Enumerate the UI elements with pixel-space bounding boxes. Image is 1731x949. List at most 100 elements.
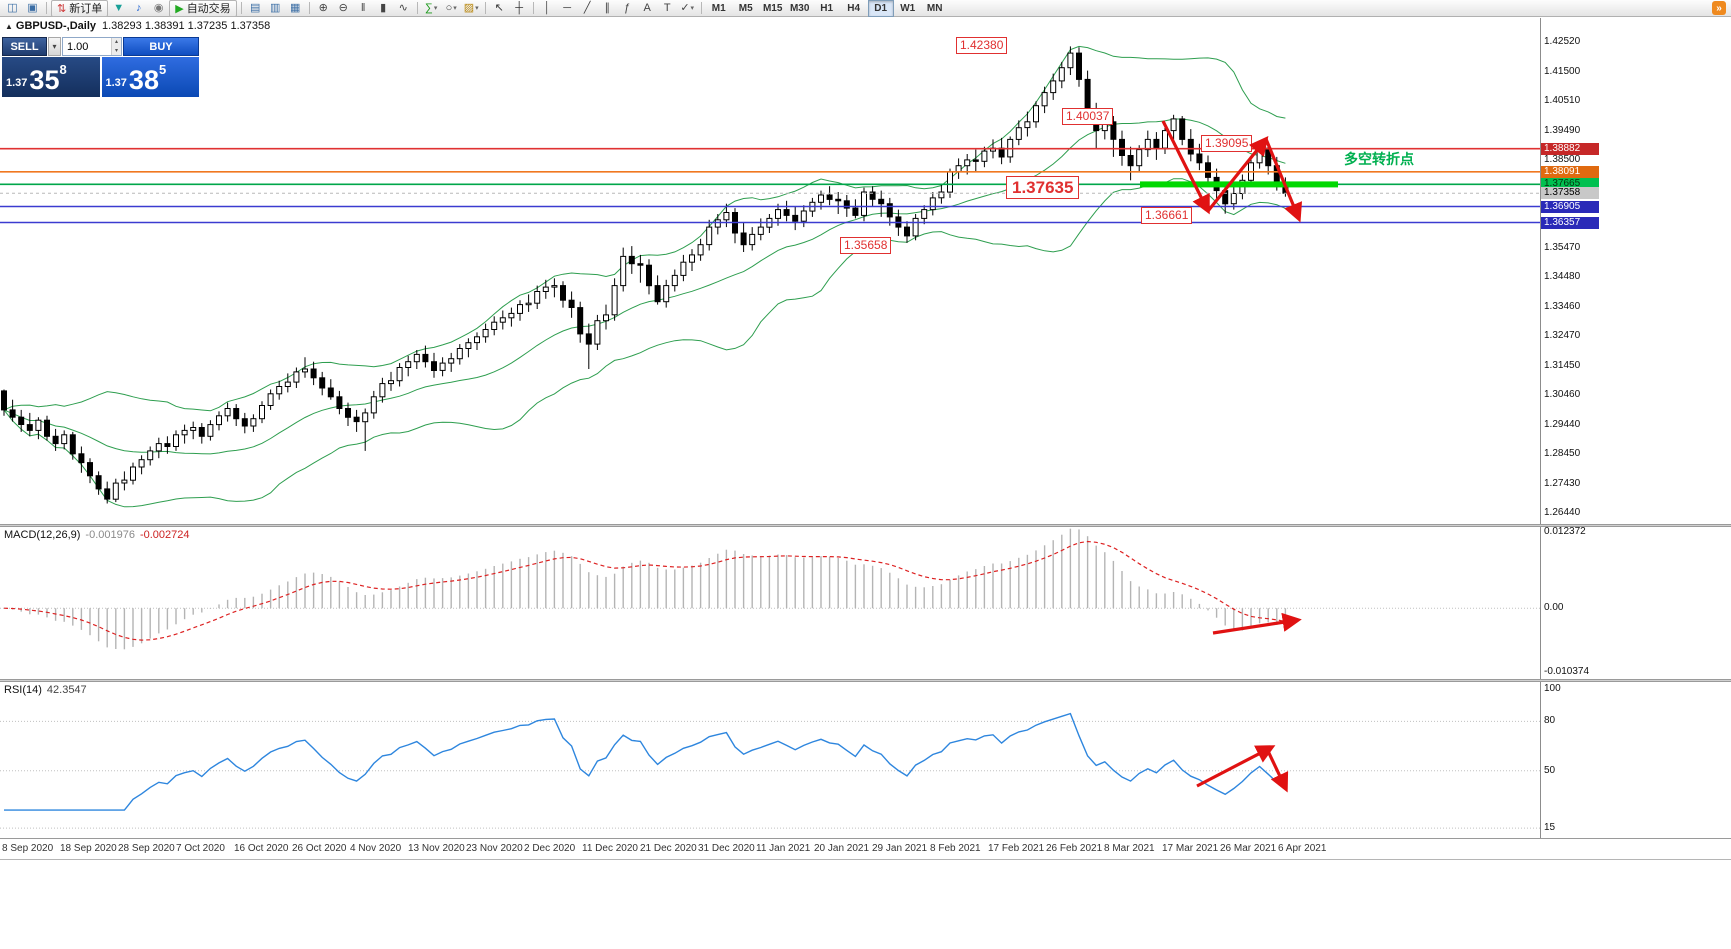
time-axis-label: 21 Dec 2020 bbox=[640, 843, 697, 854]
chart-title: ▲ GBPUSD-,Daily 1.38293 1.38391 1.37235 1.… bbox=[5, 20, 270, 32]
bollinger-bands bbox=[3, 45, 1286, 508]
text-label-icon[interactable]: T bbox=[663, 1, 671, 14]
buy-price-point: 5 bbox=[158, 62, 167, 77]
toolbar-separator bbox=[416, 2, 418, 14]
timeframe-w1-button[interactable]: W1 bbox=[900, 2, 916, 14]
macd-main-value: -0.001976 bbox=[85, 529, 135, 541]
buy-price-display[interactable]: 1.37 38 5 bbox=[101, 57, 199, 97]
collapse-marker-icon[interactable]: ▲ bbox=[5, 22, 13, 31]
time-axis[interactable]: 8 Sep 2020 18 Sep 2020 28 Sep 2020 7 Oct 20… bbox=[0, 838, 1731, 860]
panel-separator-macd[interactable] bbox=[0, 524, 1731, 527]
toolbar-overflow-icon[interactable]: » bbox=[1712, 1, 1726, 15]
text-icon[interactable]: A bbox=[643, 1, 651, 14]
macd-axis-tick: 0.012372 bbox=[1544, 526, 1586, 537]
rsi-indicator-label: RSI(14) 42.3547 bbox=[4, 684, 87, 696]
volume-input[interactable] bbox=[63, 38, 111, 55]
dropdown-caret-icon: ▾ bbox=[690, 4, 695, 12]
macd-panel-canvas[interactable] bbox=[0, 527, 1540, 679]
timeframe-m15-button[interactable]: M15 bbox=[762, 2, 783, 14]
macd-signal-value: -0.002724 bbox=[139, 529, 190, 541]
new-order-button[interactable]: ⇅ 新订单 bbox=[51, 0, 109, 17]
vertical-line-icon[interactable]: │ bbox=[543, 1, 551, 14]
sell-options-caret[interactable]: ▾ bbox=[48, 37, 61, 56]
new-chart-icon[interactable]: ◫ bbox=[7, 1, 18, 14]
price-tick: 1.40510 bbox=[1544, 95, 1581, 106]
support-zone-bar bbox=[1140, 181, 1338, 188]
line-chart-icon[interactable]: ∿ bbox=[398, 1, 408, 14]
timeframe-m30-button[interactable]: M30 bbox=[789, 2, 810, 14]
timeframe-h4-button[interactable]: H4 bbox=[847, 2, 861, 14]
panel-separator-rsi[interactable] bbox=[0, 679, 1731, 682]
tile-windows-vertically-icon[interactable]: ▦ bbox=[289, 1, 301, 14]
price-tick: 1.35470 bbox=[1544, 242, 1581, 253]
market-watch-icon[interactable]: ◉ bbox=[153, 1, 164, 14]
zoom-out-icon[interactable]: ⊖ bbox=[338, 1, 348, 14]
time-axis-label: 28 Sep 2020 bbox=[118, 843, 175, 854]
timeframe-mn-button[interactable]: MN bbox=[926, 2, 943, 14]
price-level-chip: 1.36905 bbox=[1541, 201, 1599, 213]
price-tick: 1.30460 bbox=[1544, 389, 1581, 400]
trendline-icon[interactable]: ╱ bbox=[583, 1, 591, 14]
arrows-tool-icon[interactable]: ✓ ▾ bbox=[680, 1, 695, 14]
time-axis-label: 29 Jan 2021 bbox=[872, 843, 928, 854]
time-axis-label: 23 Nov 2020 bbox=[466, 843, 523, 854]
autotrading-button-label: 自动交易 bbox=[186, 3, 231, 15]
equidistant-channel-icon[interactable]: ∥ bbox=[604, 1, 610, 14]
price-level-chip: 1.38882 bbox=[1541, 143, 1599, 155]
candlestick-chart-icon[interactable]: ▮ bbox=[380, 1, 387, 14]
rsi-axis-tick: 50 bbox=[1544, 765, 1556, 776]
crosshair-icon[interactable]: ┼ bbox=[515, 1, 524, 14]
cascade-windows-icon[interactable]: ▤ bbox=[249, 1, 261, 14]
price-level-chip: 1.36357 bbox=[1541, 217, 1599, 229]
volume-decrease-icon[interactable]: ▾ bbox=[112, 46, 121, 55]
depth-of-market-icon[interactable]: ▼ bbox=[113, 1, 125, 14]
volume-increase-icon[interactable]: ▴ bbox=[112, 38, 121, 47]
time-axis-label: 13 Nov 2020 bbox=[408, 843, 465, 854]
sell-price-point: 8 bbox=[59, 62, 67, 77]
timeframe-m5-button[interactable]: M5 bbox=[738, 2, 753, 14]
sound-alert-icon[interactable]: ♪ bbox=[135, 1, 142, 14]
timeframe-d1-button[interactable]: D1 bbox=[867, 0, 894, 17]
sell-price-prefix: 1.37 bbox=[6, 77, 28, 89]
one-click-trading-panel: SELL ▾ ▴ ▾ BUY 1.37 35 8 1.37 38 5 bbox=[2, 37, 199, 97]
periods-icon[interactable]: ○ ▾ bbox=[445, 1, 457, 14]
candles-layer bbox=[1, 46, 1289, 504]
macd-axis-tick: -0.010374 bbox=[1544, 666, 1590, 677]
macd-signal-line bbox=[3, 540, 1286, 641]
macd-axis: 0.012372 0.00 -0.010374 bbox=[1540, 527, 1731, 679]
timeframe-h1-button[interactable]: H1 bbox=[820, 2, 834, 14]
horizontal-line-icon[interactable]: ─ bbox=[563, 1, 572, 14]
time-axis-label: 11 Dec 2020 bbox=[582, 843, 638, 854]
rsi-panel-canvas[interactable] bbox=[0, 682, 1540, 838]
autotrading-button-icon: ▶ bbox=[175, 2, 184, 15]
profiles-icon[interactable]: ▣ bbox=[27, 1, 38, 14]
price-axis[interactable]: 1.42520 1.41500 1.40510 1.39490 1.38500 1.354… bbox=[1540, 18, 1731, 524]
fibonacci-icon[interactable]: ƒ bbox=[624, 1, 631, 14]
main-toolbar: ◫ ▣ ⇅ 新订单 ▼ ♪ ◉ ▶ 自动交易 ▤ ▥ ▦ ⊕ ⊖ ‖ ▮ ∿ ∑ ▾ ○ ▾ ▨ ▾ ↖ ┼ │ ─ ╱ ∥ ƒ A T ✓ ▾ M… bbox=[0, 0, 1731, 17]
sell-button[interactable]: SELL bbox=[2, 37, 47, 56]
bollinger-upper-band bbox=[3, 45, 1286, 412]
price-tick: 1.41500 bbox=[1544, 66, 1581, 77]
sell-price-display[interactable]: 1.37 35 8 bbox=[2, 57, 100, 97]
time-axis-label: 6 Apr 2021 bbox=[1278, 843, 1327, 854]
price-tick: 1.32470 bbox=[1544, 330, 1581, 341]
tile-windows-horizontally-icon[interactable]: ▥ bbox=[269, 1, 281, 14]
autotrading-button[interactable]: ▶ 自动交易 bbox=[169, 0, 237, 17]
new-order-button-icon: ⇅ bbox=[57, 2, 67, 15]
timeframe-m1-button[interactable]: M1 bbox=[711, 2, 726, 14]
time-axis-label: 8 Mar 2021 bbox=[1104, 843, 1155, 854]
main-chart-canvas[interactable] bbox=[0, 18, 1540, 524]
volume-field: ▴ ▾ bbox=[62, 37, 122, 56]
macd-indicator-label: MACD(12,26,9) -0.001976 -0.002724 bbox=[4, 529, 190, 541]
bar-chart-icon[interactable]: ‖ bbox=[360, 1, 366, 14]
indicators-icon[interactable]: ∑ ▾ bbox=[425, 1, 438, 14]
price-tick: 1.34480 bbox=[1544, 271, 1581, 282]
toolbar-separator bbox=[532, 2, 534, 14]
zoom-in-icon[interactable]: ⊕ bbox=[318, 1, 328, 14]
price-tick: 1.27430 bbox=[1544, 478, 1581, 489]
cursor-icon[interactable]: ↖ bbox=[494, 1, 504, 14]
templates-icon[interactable]: ▨ ▾ bbox=[463, 1, 479, 14]
toolbar-separator bbox=[240, 2, 242, 14]
buy-button[interactable]: BUY bbox=[123, 37, 199, 56]
